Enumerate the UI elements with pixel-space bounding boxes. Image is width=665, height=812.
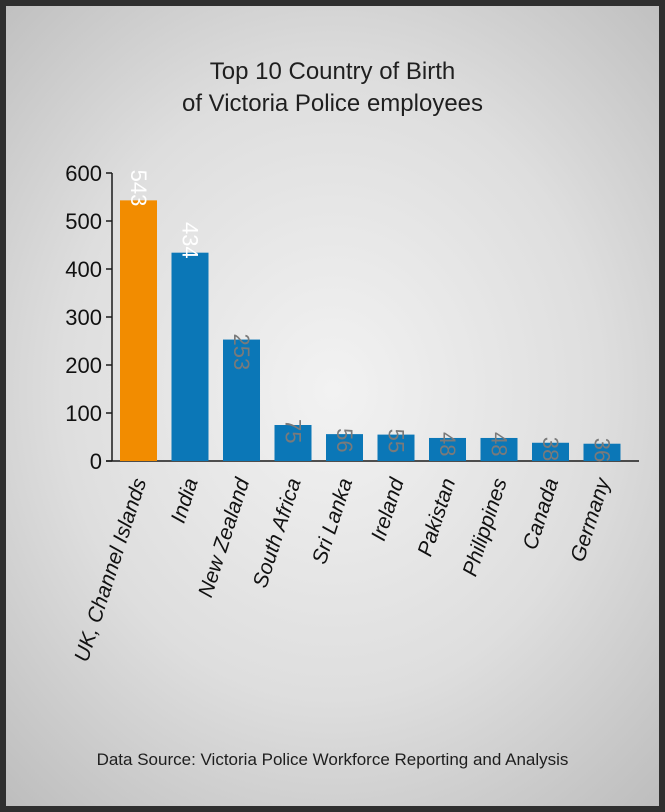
bar (429, 437, 466, 461)
bar-value-label: 55 (384, 429, 409, 453)
y-tick-label: 200 (65, 353, 102, 378)
y-tick-label: 400 (65, 257, 102, 282)
bar (171, 252, 209, 461)
x-tick-label: South Africa (249, 475, 306, 590)
bar-value-label: 36 (590, 438, 615, 462)
bar-value-label: 56 (332, 428, 357, 452)
bar (223, 339, 260, 461)
bar-value-label: 253 (229, 334, 254, 371)
y-tick-label: 500 (65, 209, 102, 234)
chart-title-line-2: of Victoria Police employees (181, 90, 484, 117)
x-tick-label: New Zealand (194, 474, 255, 600)
y-tick-label: 300 (65, 305, 102, 330)
bar-value-label: 38 (538, 437, 563, 461)
bar (532, 442, 569, 461)
y-tick-label: 100 (65, 401, 102, 426)
data-source-note: Data Source: Victoria Police Workforce R… (96, 750, 569, 769)
bar-chart: 0 100 200 300 400 500 600 543 UK, Channel Island… (65, 161, 639, 665)
bar-value-label: 434 (178, 222, 203, 259)
bar (274, 425, 312, 461)
x-tick-label: Sri Lanka (308, 475, 357, 566)
x-tick-label: Pakistan (413, 475, 460, 559)
bar (326, 434, 363, 461)
x-tick-label: Philippines (458, 475, 511, 579)
chart-title-line-1: Top 10 Country of Birth (209, 58, 456, 85)
x-tick-label: UK, Channel Islands (70, 475, 151, 665)
bar (480, 437, 518, 461)
x-tick-label: Ireland (367, 474, 409, 543)
bar-value-label: 48 (487, 432, 512, 456)
y-tick-label: 600 (65, 161, 102, 186)
bar (583, 443, 621, 461)
bar-value-label: 543 (126, 170, 151, 207)
bar (377, 434, 415, 461)
y-tick-label: 0 (90, 449, 102, 474)
bar-value-label: 48 (435, 432, 460, 456)
bar-value-label: 75 (281, 419, 306, 443)
x-tick-label: Germany (566, 474, 615, 565)
chart-title: Top 10 Country of Birth of Victoria Poli… (6, 56, 659, 120)
x-tick-label: Canada (519, 475, 564, 552)
bar (120, 200, 157, 462)
x-tick-label: India (167, 475, 203, 525)
